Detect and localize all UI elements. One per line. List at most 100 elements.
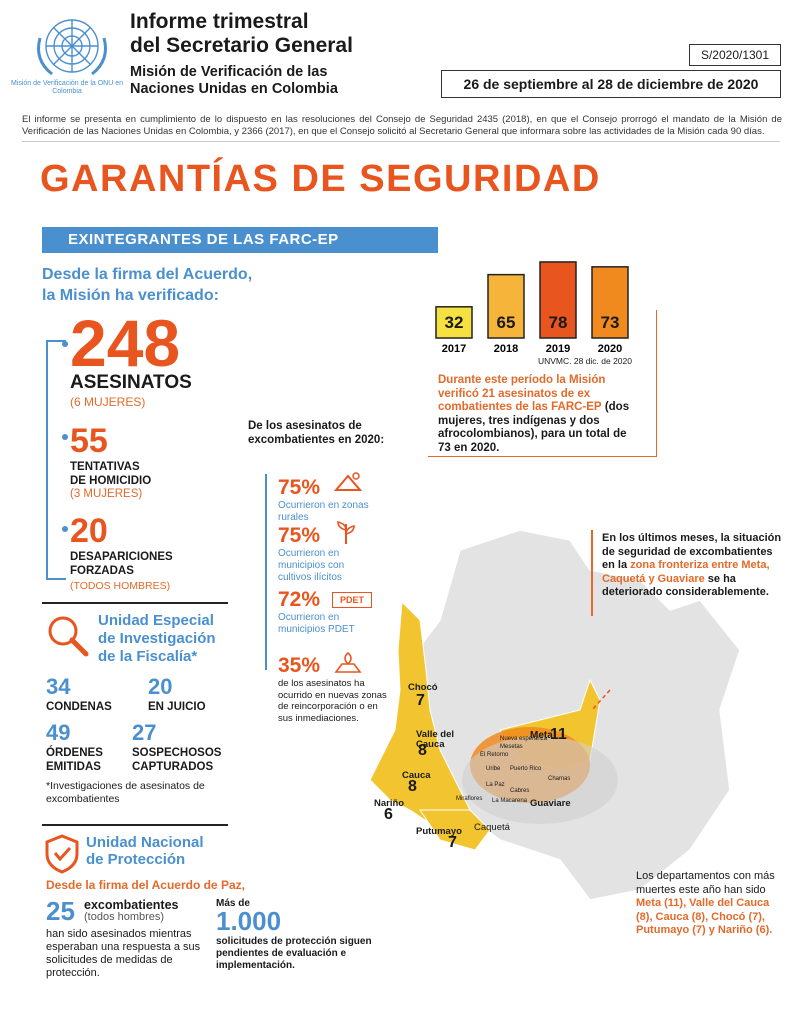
fiscalia-title-1: Unidad Especial: [98, 612, 214, 629]
tentativas-label-1: TENTATIVAS: [70, 461, 140, 473]
asesinatos-number: 248: [70, 306, 181, 380]
map-value-meta: 11: [550, 726, 567, 743]
map-small-label: Puerto Rico: [510, 766, 542, 772]
pct-value: 75%: [278, 476, 321, 499]
pct-text: Ocurrieron en municipios con cultivos il…: [278, 548, 345, 583]
stat-number: 27: [132, 720, 157, 745]
map-label-meta: Meta: [530, 730, 553, 741]
subtitle-line-1: Misión de Verificación de las: [130, 64, 328, 80]
section-banner: EXINTEGRANTES DE LAS FARC-EP: [42, 227, 438, 253]
divider: [22, 141, 780, 142]
unp-sub-25: (todos hombres): [84, 911, 165, 923]
unp-since: Desde la firma del Acuerdo de Paz,: [46, 878, 245, 892]
pct-text: Ocurrieron en municipios PDET: [278, 612, 355, 635]
unp-title: Unidad Nacional de Protección: [86, 834, 204, 868]
stat-number: 34: [46, 674, 71, 699]
ultimos-part-1: En los últimos meses, la situación de se…: [602, 532, 782, 571]
fiscalia-stat: 27 SOSPECHOSOS CAPTURADOS: [132, 720, 221, 774]
intro-text: El informe se presenta en cumplimiento d…: [22, 114, 782, 137]
stat-label: EN JUICIO: [148, 701, 206, 713]
desapariciones-sub: (TODOS HOMBRES): [70, 580, 171, 592]
unp-number-1000: 1.000: [216, 906, 282, 936]
chart-frame: [428, 310, 657, 457]
title-line-2: del Secretario General: [130, 34, 353, 57]
colombia-map: [369, 529, 741, 901]
pct-item: 75% Ocurrieron en municipios con cultivo…: [278, 524, 378, 584]
map-label-caqueta: Caquetá: [474, 822, 510, 833]
desapariciones-label: DESAPARICIONES FORZADAS: [70, 550, 173, 578]
main-heading: GARANTÍAS DE SEGURIDAD: [40, 158, 601, 200]
chart-data-label: 73: [601, 313, 620, 332]
shield-icon: [45, 834, 79, 874]
map-pin-icon: [334, 651, 362, 673]
pct-value: 75%: [278, 524, 321, 547]
map-label-choco: Chocó: [408, 682, 438, 693]
document-reference: S/2020/1301: [689, 44, 781, 66]
stat-label: CAPTURADOS: [132, 761, 214, 773]
map-hotspot-halo: [462, 736, 618, 824]
stats-bracket: [46, 340, 66, 580]
map-small-label: Mesetas: [500, 744, 523, 750]
pct-item: 72% Ocurrieron en municipios PDET: [278, 588, 378, 636]
tentativas-label: TENTATIVAS DE HOMICIDIO: [70, 460, 151, 488]
map-putumayo: [419, 809, 491, 851]
fiscalia-stat: 49 ÓRDENES EMITIDAS: [46, 720, 103, 774]
fiscalia-title: Unidad Especial de Investigación de la F…: [98, 612, 248, 666]
durante-bold: Durante este período la Misión verificó …: [438, 374, 606, 413]
unp-text-1000: solicitudes de protección siguen pendien…: [216, 936, 372, 971]
chart-category-label: 2017: [442, 343, 466, 355]
map-small-label: La Paz: [486, 782, 505, 788]
bullet-dot: [62, 434, 68, 440]
map-small-label: Uribe: [486, 766, 501, 772]
ultimos-text: En los últimos meses, la situación de se…: [602, 532, 782, 600]
report-title: Informe trimestral del Secretario Genera…: [130, 10, 353, 58]
deptos-text: Los departamentos con más muertes este a…: [636, 870, 786, 938]
map-value-narino: 6: [384, 806, 393, 823]
report-subtitle: Misión de Verificación de las Naciones U…: [130, 64, 338, 98]
map-label-valle: Valle del Cauca: [416, 729, 455, 750]
chart-data-label: 78: [549, 313, 568, 332]
bar-chart: 32 2017 65 2018 78 2019 73 2020: [435, 261, 629, 355]
desapariciones-number: 20: [70, 512, 108, 550]
ultimos-part-2: zona fronteriza entre Meta, Caquetá y Gu…: [602, 559, 770, 585]
asesinatos-label: ASESINATOS: [70, 372, 192, 393]
durante-text: Durante este período la Misión verificó …: [438, 374, 634, 455]
un-emblem-icon: [37, 19, 107, 76]
vertical-line: [265, 474, 267, 670]
tentativas-label-2: DE HOMICIDIO: [70, 475, 152, 487]
map-value-choco: 7: [416, 692, 425, 709]
map-arrow: [591, 689, 611, 711]
asesinatos-sub: (6 MUJERES): [70, 395, 146, 409]
pct-text: de los asesinatos ha ocurrido en nuevas …: [278, 678, 387, 724]
divider: [42, 824, 228, 826]
durante-rest: (dos mujeres, tres indígenas y dos afroc…: [438, 401, 630, 454]
stat-label: EMITIDAS: [46, 761, 101, 773]
since-heading: Desde la firma del Acuerdo, la Misión ha…: [42, 264, 322, 306]
unp-mas: Más de: [216, 898, 250, 909]
chart-data-label: 32: [445, 313, 464, 332]
fiscalia-title-3: de la Fiscalía*: [98, 648, 198, 665]
chart-bar: [539, 261, 577, 339]
map-label-cauca: Cauca: [402, 770, 431, 781]
map-value-valle: 8: [418, 742, 427, 759]
ultimos-line: [591, 530, 593, 616]
map-label-narino: Nariño: [374, 798, 405, 809]
asesinatos-2020-heading: De los asesinatos de excombatientes en 2…: [248, 420, 385, 446]
bullet-dot: [62, 526, 68, 532]
divider: [42, 602, 228, 604]
map-label-putumayo: Putumayo: [416, 826, 462, 837]
unp-text-25: han sido asesinados mientras esperaban u…: [46, 928, 201, 979]
stat-number: 20: [148, 674, 173, 699]
map-small-label: Nueva esperanza: [500, 736, 548, 742]
desapariciones-label-1: DESAPARICIONES: [70, 551, 173, 563]
pdet-icon: PDET: [332, 592, 372, 608]
farm-icon: [334, 472, 362, 491]
title-line-1: Informe trimestral: [130, 10, 309, 33]
pct-text: Ocurrieron en zonas rurales: [278, 500, 369, 523]
chart-category-label: 2019: [546, 343, 570, 355]
chart-category-label: 2018: [494, 343, 518, 355]
unp-label-25: excombatientes: [84, 898, 179, 912]
map-value-cauca: 8: [408, 778, 417, 795]
fiscalia-stat: 20 EN JUICIO: [148, 674, 206, 714]
chart-category-label: 2020: [598, 343, 622, 355]
